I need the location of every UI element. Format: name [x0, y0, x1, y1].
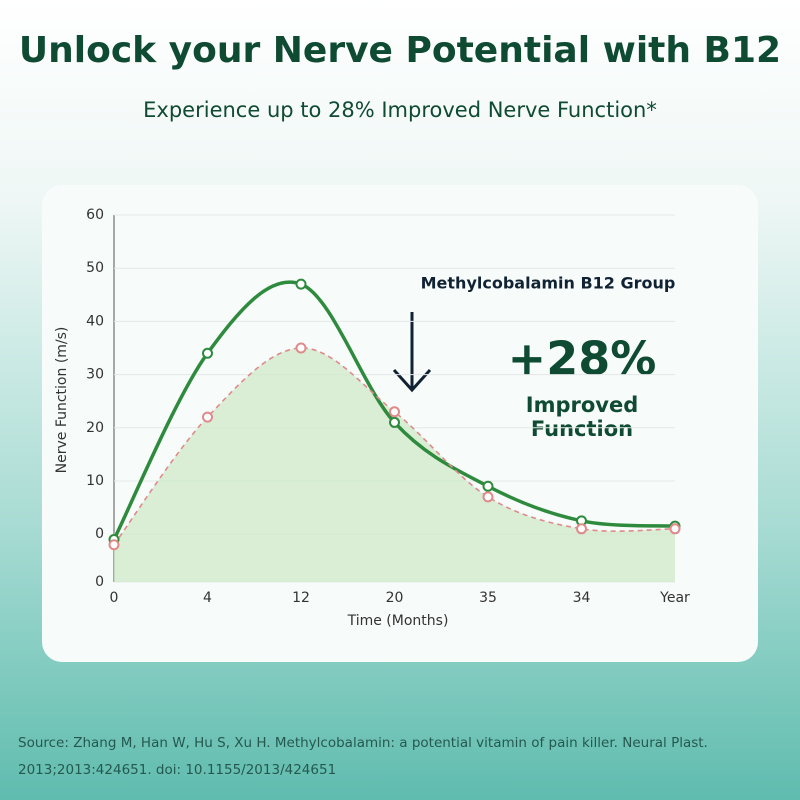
y-tick-label: 60 — [86, 207, 104, 223]
x-tick-label: 4 — [203, 590, 212, 606]
point — [389, 416, 400, 428]
annotation-text: Function — [531, 417, 633, 441]
arrow — [392, 312, 432, 393]
point — [669, 523, 681, 535]
point — [295, 278, 307, 290]
y-axis-label: Nerve Function (m/s) — [54, 327, 70, 474]
point — [482, 480, 494, 492]
line — [112, 280, 676, 541]
subtitle: Experience up to 28% Improved Nerve Func… — [143, 98, 657, 122]
point — [202, 347, 213, 359]
y-tick-label: 40 — [86, 313, 104, 329]
point — [482, 491, 494, 503]
legend-label: Methylcobalamin B12 Group — [421, 274, 676, 293]
x-tick-label: 20 — [386, 590, 404, 606]
y-tick-label: 20 — [86, 420, 104, 436]
y-tick-label: 10 — [86, 473, 104, 489]
x-tick-label: 12 — [292, 590, 310, 606]
y-tick-label: 50 — [86, 260, 104, 276]
area — [114, 347, 675, 582]
point — [389, 406, 400, 418]
annotation-text: Improved — [526, 393, 638, 417]
point — [108, 539, 120, 551]
point — [295, 342, 307, 354]
y-tick-label: 30 — [86, 367, 104, 383]
annotation-value: +28% — [508, 332, 657, 386]
x-axis-label: Time (Months) — [347, 613, 449, 629]
x-tick-label: 35 — [479, 590, 497, 606]
x-tick-label: Year — [659, 590, 690, 606]
title: Unlock your Nerve Potential with B12 — [19, 30, 781, 71]
chart: Unlock your Nerve Potential with B12 Exp… — [18, 30, 782, 629]
source: Source: Zhang M, Han W, Hu S, Xu H. Meth… — [18, 735, 708, 778]
y-tick-label: 0 — [95, 526, 104, 542]
point — [576, 523, 587, 535]
y-tick-label: 0 — [95, 574, 104, 590]
point — [202, 411, 213, 423]
x-tick-label: 0 — [110, 590, 119, 606]
x-tick-label: 34 — [573, 590, 591, 606]
